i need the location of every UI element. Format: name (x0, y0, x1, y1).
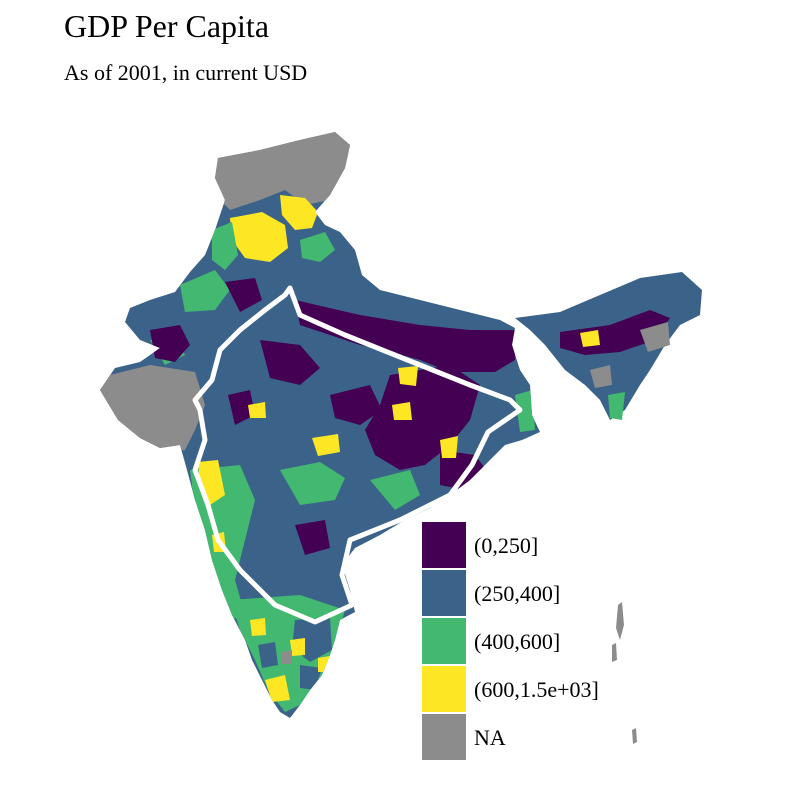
region-purple-mp2 (330, 385, 382, 425)
region-green-ap (370, 470, 420, 510)
northeast-na2 (590, 365, 612, 388)
legend-swatch (422, 714, 466, 760)
legend-swatch (422, 522, 466, 568)
legend-swatch (422, 570, 466, 616)
region-purple-up-bihar (295, 300, 515, 372)
andaman-islands (616, 602, 624, 640)
andaman-islands-2 (612, 643, 617, 662)
region-yellow-mp (398, 366, 418, 386)
legend-swatch (422, 618, 466, 664)
legend-label: (400,600] (474, 629, 561, 654)
highway-loop (192, 285, 523, 625)
legend-label: (250,400] (474, 581, 561, 606)
region-yellow-od (440, 436, 458, 458)
region-blue-kerala (258, 642, 278, 668)
region-purple-raj (150, 325, 190, 362)
legend-swatch (422, 666, 466, 712)
region-green-uk (300, 232, 335, 262)
region-yellow-himachal (280, 195, 318, 230)
region-yellow-south1 (250, 618, 266, 636)
map-subtitle: As of 2001, in current USD (64, 60, 308, 85)
nicobar-islands (632, 728, 637, 744)
region-green-punjab (212, 222, 238, 270)
legend-label: (0,250] (474, 533, 539, 558)
region-purple-east (365, 365, 480, 470)
region-yellow-south4 (318, 656, 330, 672)
region-purple-gujarat-east (228, 390, 255, 425)
legend-label: (600,1.5e+03] (474, 677, 599, 702)
region-purple-raj2 (225, 278, 262, 312)
region-green-central (280, 462, 345, 505)
region-yellow-punjab (230, 212, 288, 262)
map-title: GDP Per Capita (64, 8, 270, 44)
region-na-gujarat (100, 365, 205, 452)
region-yellow-cg (312, 434, 340, 456)
region-yellow-jh (392, 402, 412, 420)
legend-label: NA (474, 725, 506, 750)
region-green-haryana (180, 270, 230, 312)
northeast-yellow (580, 330, 600, 347)
region-yellow-gj (248, 402, 266, 418)
district-regions (100, 132, 535, 712)
region-na-south (282, 650, 292, 664)
region-yellow-south2 (290, 638, 305, 656)
northeast-green (608, 392, 625, 420)
region-purple-mp (260, 340, 320, 385)
region-green-bengal (515, 390, 535, 432)
northeast-na (640, 322, 670, 352)
region-purple-telangana (295, 520, 330, 555)
region-yellow-south3 (265, 675, 290, 702)
